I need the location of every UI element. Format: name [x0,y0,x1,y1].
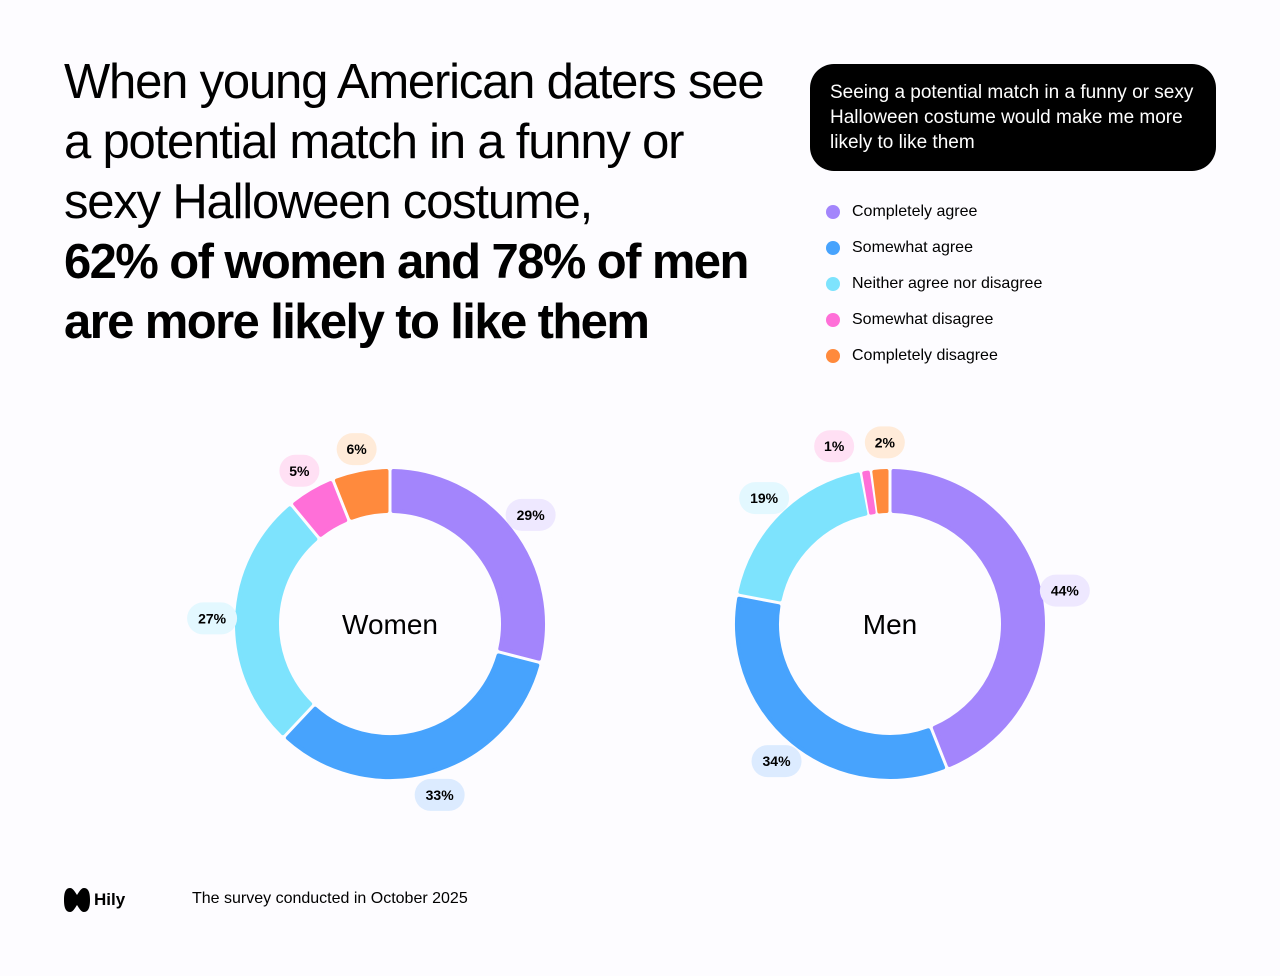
data-label-bg [505,498,556,531]
donut-slice-somewhat-disagree [862,470,876,515]
brand-logo: Hily [64,888,125,912]
brand-name: Hily [94,890,126,909]
data-label: 34% [763,753,792,769]
data-label-bg [187,602,238,635]
headline: When young American daters see a potenti… [64,52,784,352]
data-label-bg [414,778,465,811]
data-label-bg [751,745,802,778]
headline-regular: When young American daters see a potenti… [64,55,765,229]
data-label-bg [336,433,377,466]
donut-men: 44% 34% 19% 1% 2% Men [735,426,1090,779]
legend-swatch [826,313,840,327]
donut-slice-somewhat-agree [285,653,540,779]
headline-bold: 62% of women and 78% of men are more lik… [64,235,749,349]
data-label: 44% [1051,583,1080,599]
data-label: 1% [824,438,845,454]
survey-note: The survey conducted in October 2025 [192,890,468,907]
hily-logo-icon [64,888,90,912]
donut-slice-completely-agree [891,469,1045,767]
legend-label: Somewhat disagree [852,311,994,328]
question-text: Seeing a potential match in a funny or s… [830,82,1194,153]
legend-label: Completely agree [852,203,978,220]
legend-label: Somewhat agree [852,239,973,256]
legend-item: Completely agree [826,194,1042,230]
donut-title: Men [863,609,917,640]
data-label: 19% [750,490,779,506]
legend-item: Completely disagree [826,338,1042,374]
question-box: Seeing a potential match in a funny or s… [810,64,1216,171]
donut-title: Women [342,609,438,640]
data-label-bg [279,454,320,487]
donut-slice-somewhat-agree [735,596,946,779]
data-label: 5% [289,463,310,479]
legend-swatch [826,349,840,363]
data-label-bg [1039,574,1090,607]
legend-swatch [826,277,840,291]
legend-item: Neither agree nor disagree [826,266,1042,302]
data-label-bg [739,482,790,515]
data-label: 33% [426,787,455,803]
legend-item: Somewhat disagree [826,302,1042,338]
legend-label: Neither agree nor disagree [852,275,1043,292]
donut-slice-completely-disagree [872,469,889,514]
donut-slice-somewhat-disagree [293,481,348,537]
donut-women: 29% 33% 27% 5% 6% Women [187,433,556,811]
data-label: 27% [198,610,227,626]
donut-slice-completely-agree [391,469,545,661]
donut-slice-neither-agree-nor-disagree [235,506,318,736]
legend: Completely agree Somewhat agree Neither … [826,194,1042,374]
data-label: 6% [347,441,368,457]
data-label: 2% [875,434,896,450]
data-label: 29% [517,507,546,523]
data-label-bg [864,426,905,459]
donut-slice-neither-agree-nor-disagree [738,472,868,602]
donut-slice-completely-disagree [334,469,389,520]
legend-label: Completely disagree [852,347,998,364]
legend-swatch [826,205,840,219]
legend-swatch [826,241,840,255]
data-label-bg [814,430,855,463]
legend-item: Somewhat agree [826,230,1042,266]
